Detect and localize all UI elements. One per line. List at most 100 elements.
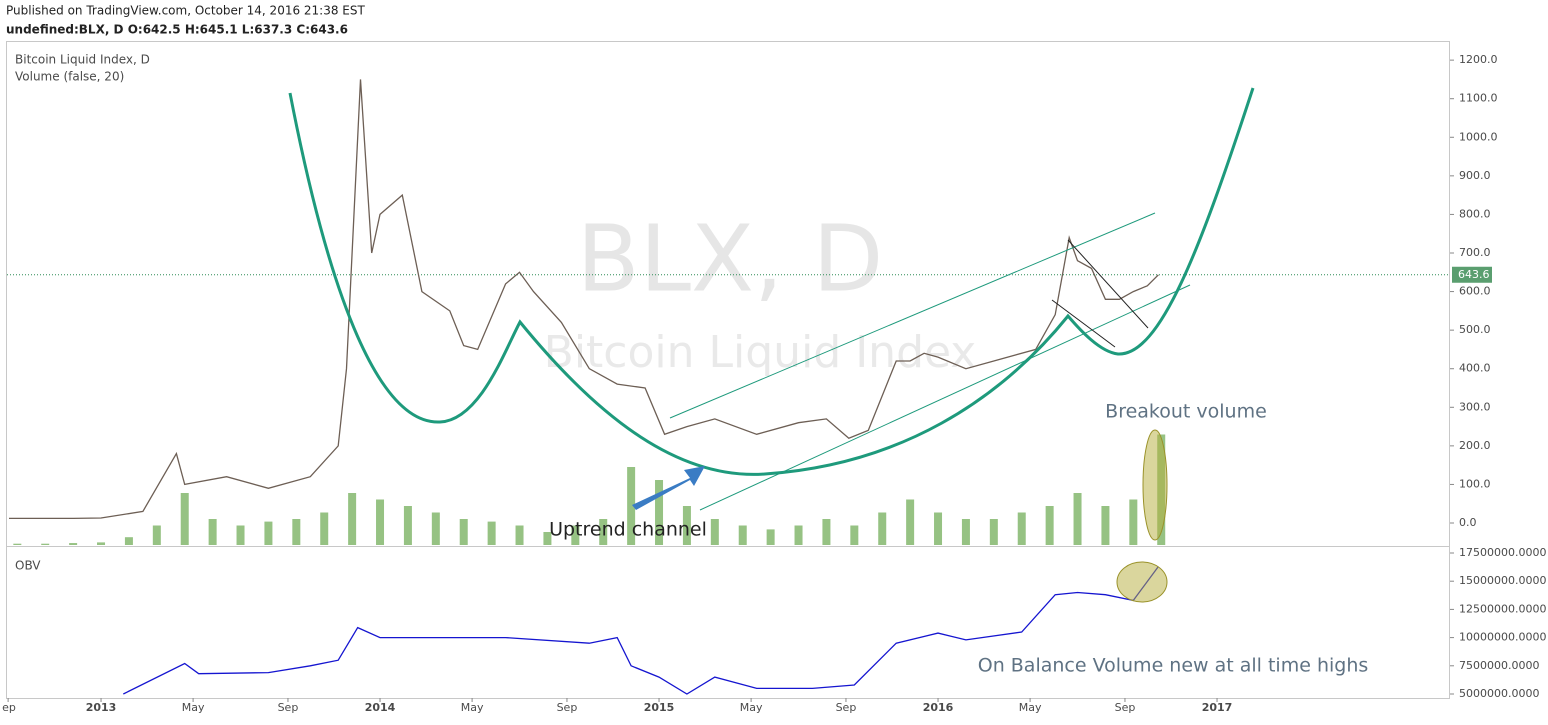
volume-bar <box>794 525 803 545</box>
cup-handle-curve <box>288 87 1255 476</box>
y-tick-label: 15000000.0000 <box>1459 574 1546 587</box>
volume-bar <box>543 532 552 545</box>
highlight-ellipse <box>1116 561 1168 603</box>
y-tick-label: 900.0 <box>1459 169 1491 182</box>
published-line: Published on TradingView.com, October 14… <box>6 4 366 18</box>
volume-bar <box>1073 493 1082 545</box>
y-tick-label: 600.0 <box>1459 285 1491 298</box>
x-tick-label: 2015 <box>644 701 675 714</box>
x-tick-label: 2017 <box>1202 701 1233 714</box>
arrow <box>632 466 705 510</box>
plots: 0.0 100.0 200.0 300.0 400.0 500.0 600.0 700.0 80… <box>2 53 1546 715</box>
x-tick-label: 2013 <box>86 701 117 714</box>
x-tick-label: May <box>461 701 484 714</box>
volume-bar <box>822 519 831 545</box>
x-tick-label: May <box>740 701 763 714</box>
volume-bar <box>1045 506 1054 545</box>
volume-bar <box>152 525 161 545</box>
y-tick-label: 0.0 <box>1459 516 1477 529</box>
y-tick-label: 500.0 <box>1459 323 1491 336</box>
volume-bar <box>41 543 50 545</box>
frame <box>6 41 1450 699</box>
x-tick-label: Sep <box>557 701 578 714</box>
legend-entry: Volume (false, 20) <box>15 70 124 84</box>
x-tick-label: 2014 <box>365 701 396 714</box>
volume-bar <box>320 512 329 545</box>
series-line <box>123 566 1159 695</box>
volume-bar <box>403 506 412 545</box>
y-tick-label: 700.0 <box>1459 246 1491 259</box>
volume-bar <box>376 499 385 545</box>
last-price-label: 643.6 <box>1458 268 1490 281</box>
volume-bar <box>934 512 943 545</box>
channel-line <box>699 284 1191 511</box>
volume-bar <box>961 519 970 545</box>
y-tick-label: 10000000.0000 <box>1459 631 1546 644</box>
volume-bar <box>515 525 524 545</box>
volume-bar <box>264 521 273 545</box>
volume-bar <box>124 537 133 545</box>
volume-bar <box>487 521 496 545</box>
volume-bar <box>627 467 636 545</box>
x-tick-label: Sep <box>836 701 857 714</box>
volume-bar <box>431 512 440 545</box>
legend-entry: OBV <box>15 559 41 573</box>
volume-bar <box>878 512 887 545</box>
y-tick-label: 12500000.0000 <box>1459 602 1546 615</box>
y-tick-label: 1200.0 <box>1459 53 1498 66</box>
y-tick-label: 5000000.0000 <box>1459 687 1539 700</box>
x-tick-label: ep <box>2 701 16 714</box>
annotation: Breakout volume <box>1105 401 1267 423</box>
flag-line <box>1051 299 1116 348</box>
volume-bar <box>906 499 915 545</box>
y-tick-label: 200.0 <box>1459 439 1491 452</box>
series-line <box>9 79 1159 520</box>
last-price-box <box>1452 266 1492 283</box>
y-tick-label: 800.0 <box>1459 207 1491 220</box>
x-tick-label: May <box>182 701 205 714</box>
y-tick-label: 400.0 <box>1459 362 1491 375</box>
x-tick-label: Sep <box>278 701 299 714</box>
volume-bar <box>97 542 106 545</box>
annotation: Uptrend channel <box>549 519 707 541</box>
volume-bar <box>236 525 245 545</box>
volume-bar <box>208 519 217 545</box>
x-tick-label: Sep <box>1115 701 1136 714</box>
highlight-ellipse <box>1142 429 1168 541</box>
volume-bar <box>348 493 357 545</box>
volume-bar <box>69 543 78 545</box>
y-tick-label: 7500000.0000 <box>1459 659 1539 672</box>
volume-bar <box>655 480 664 545</box>
y-tick-label: 17500000.0000 <box>1459 546 1546 559</box>
y-tick-label: 1000.0 <box>1459 130 1498 143</box>
volume-bar <box>13 543 22 545</box>
volume-bar <box>571 525 580 545</box>
y-tick-label: 100.0 <box>1459 477 1491 490</box>
watermark-symbol: BLX, D <box>577 205 884 312</box>
volume-bar <box>459 519 468 545</box>
volume-bar <box>292 519 301 545</box>
volume-bar <box>180 493 189 545</box>
drawings <box>288 87 1255 603</box>
volume-bar <box>710 519 719 545</box>
volume-bar <box>1101 506 1110 545</box>
y-tick-label: 1100.0 <box>1459 92 1498 105</box>
volume-bar <box>850 525 859 545</box>
y-tick-label: 300.0 <box>1459 400 1491 413</box>
volume-bar <box>989 519 998 545</box>
volume-bar <box>682 506 691 545</box>
flag-line <box>1067 239 1149 329</box>
symbol-line: undefined:BLX, D O:642.5 H:645.1 L:637.3… <box>6 23 348 37</box>
volume-bar <box>766 529 775 545</box>
annotation: On Balance Volume new at all time highs <box>978 655 1369 677</box>
x-tick-label: 2016 <box>923 701 954 714</box>
x-tick-label: May <box>1019 701 1042 714</box>
legend-entry: Bitcoin Liquid Index, D <box>15 53 150 67</box>
watermark-name: Bitcoin Liquid Index <box>544 327 977 378</box>
volume-bar <box>1017 512 1026 545</box>
volume-bar <box>599 519 608 545</box>
volume-bar <box>738 525 747 545</box>
volume-bar <box>1129 499 1138 545</box>
